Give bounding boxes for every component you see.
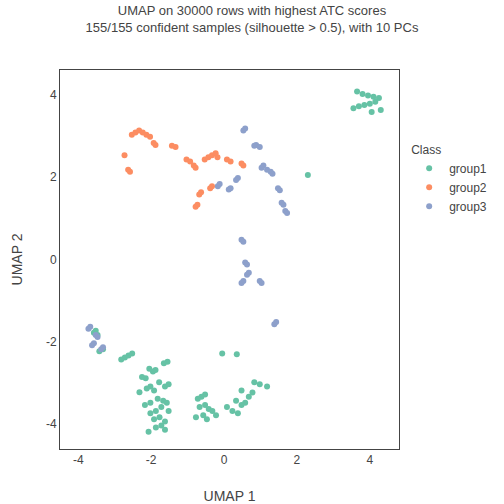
svg-text:4: 4 — [366, 453, 373, 467]
svg-text:group2: group2 — [449, 181, 487, 195]
svg-text:group3: group3 — [449, 200, 487, 214]
svg-text:Class: Class — [411, 143, 441, 157]
svg-text:0: 0 — [221, 453, 228, 467]
svg-text:UMAP on 30000 rows with highes: UMAP on 30000 rows with highest ATC scor… — [86, 3, 419, 35]
svg-text:group1: group1 — [449, 162, 487, 176]
svg-text:-4: -4 — [46, 417, 57, 431]
svg-text:2: 2 — [50, 170, 57, 184]
svg-text:-2: -2 — [146, 453, 157, 467]
svg-text:-2: -2 — [46, 335, 57, 349]
svg-text:UMAP 1: UMAP 1 — [204, 488, 256, 504]
svg-text:2: 2 — [294, 453, 301, 467]
svg-text:-4: -4 — [73, 453, 84, 467]
svg-text:UMAP 2: UMAP 2 — [9, 233, 25, 285]
svg-text:4: 4 — [50, 88, 57, 102]
svg-text:0: 0 — [50, 253, 57, 267]
